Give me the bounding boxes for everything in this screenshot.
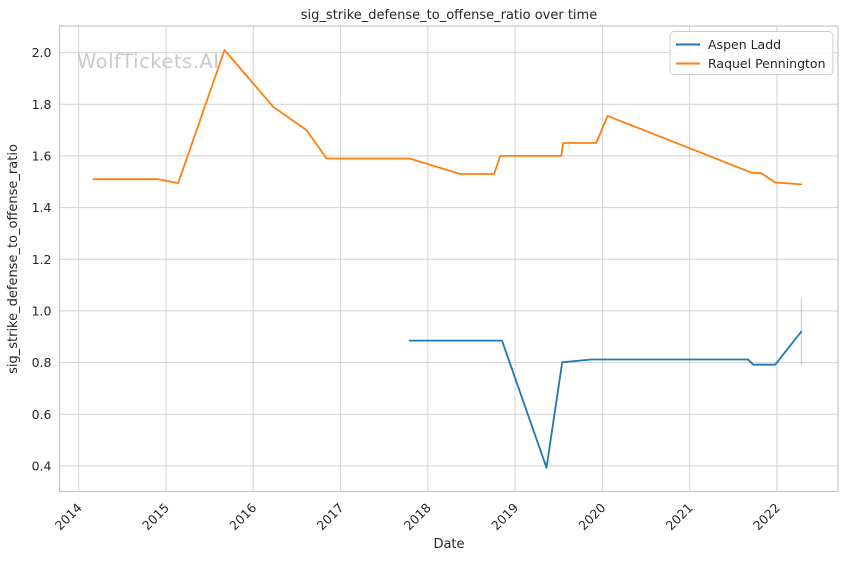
x-tick-label: 2017 xyxy=(314,500,347,533)
y-tick-label: 2.0 xyxy=(32,45,52,60)
x-tick-label: 2021 xyxy=(663,500,696,533)
y-tick-label: 1.0 xyxy=(32,303,52,318)
y-tick-label: 0.6 xyxy=(32,407,52,422)
series-layer xyxy=(92,49,803,469)
y-tick-label: 1.4 xyxy=(32,200,52,215)
y-axis-label: sig_strike_defense_to_offense_ratio xyxy=(6,144,21,374)
legend-box xyxy=(669,31,834,75)
legend-label-raquel-pennington: Raquel Pennington xyxy=(708,56,826,71)
x-tick-label: 2022 xyxy=(750,500,783,533)
series-line-raquel-pennington xyxy=(92,49,803,186)
x-tick-label: 2016 xyxy=(226,500,259,533)
plot-border xyxy=(58,25,839,493)
y-tick-label: 1.2 xyxy=(32,252,52,267)
y-tick-label: 1.6 xyxy=(32,148,52,163)
grid-layer xyxy=(59,26,838,492)
x-tick-label: 2020 xyxy=(575,500,608,533)
x-tick-label: 2019 xyxy=(488,500,521,533)
x-tick-label: 2015 xyxy=(139,500,172,533)
chart-title: sig_strike_defense_to_offense_ratio over… xyxy=(301,8,597,23)
y-tick-label: 1.8 xyxy=(32,97,52,112)
x-tick-label: 2014 xyxy=(52,500,85,533)
watermark: WolfTickets.AI xyxy=(77,50,220,73)
x-axis-label: Date xyxy=(433,537,464,552)
legend-label-aspen-ladd: Aspen Ladd xyxy=(708,37,781,52)
tick-layer: 2014 2015 2016 2017 2018 2019 2020 2021 2022 0.4 0… xyxy=(32,45,783,533)
y-tick-label: 0.4 xyxy=(32,458,52,473)
legend: Aspen Ladd Raquel Pennington xyxy=(669,31,834,75)
series-line-aspen-ladd xyxy=(408,330,803,469)
y-tick-label: 0.8 xyxy=(32,355,52,370)
x-tick-label: 2018 xyxy=(401,500,434,533)
